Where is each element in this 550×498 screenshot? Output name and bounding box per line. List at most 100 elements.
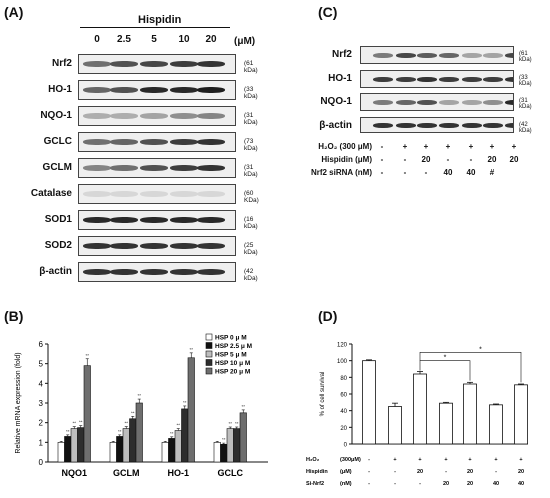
x-category-label: HO-1 bbox=[167, 468, 189, 478]
condition-value: 20 bbox=[467, 481, 473, 487]
panel-d-chart: 0 20 40 60 80 100 120 % of cell survival * * H₂O₂ (… bbox=[306, 343, 528, 487]
panel-b-chart: 0 1 2 3 4 5 6 Relative mRNA expression (fold) **… bbox=[15, 333, 268, 478]
condition-value: - bbox=[495, 469, 497, 475]
condition-unit: (300μM) bbox=[340, 457, 361, 463]
bar bbox=[161, 442, 169, 463]
bar bbox=[514, 384, 528, 445]
dose-label: 2.5 bbox=[117, 34, 131, 45]
bar bbox=[64, 436, 72, 463]
blot-kda-label: (25 kDa) bbox=[244, 242, 258, 256]
blot-band bbox=[110, 165, 138, 171]
blot-band bbox=[439, 77, 459, 82]
panel-a-treatment-line bbox=[80, 27, 230, 28]
significance-mark: ** bbox=[241, 404, 245, 409]
blot-band bbox=[417, 123, 437, 128]
blot-band bbox=[505, 77, 513, 82]
blot-strip bbox=[360, 46, 514, 64]
condition-value: 40 bbox=[518, 481, 524, 487]
panel-a-dose-row: 0 2.5 5 10 20 bbox=[78, 34, 228, 48]
blot-band bbox=[197, 165, 225, 171]
blot-band bbox=[505, 100, 513, 105]
dose-label: 10 bbox=[178, 34, 190, 45]
blot-row-label: SOD2 bbox=[44, 240, 72, 251]
blot-row-label: HO-1 bbox=[48, 84, 72, 95]
significance-mark: ** bbox=[222, 437, 226, 442]
y-tick-label: 40 bbox=[340, 409, 347, 415]
blot-band bbox=[197, 61, 225, 67]
blot-strip bbox=[360, 117, 514, 133]
blot-band bbox=[462, 123, 482, 128]
condition-value: - bbox=[380, 142, 384, 151]
blot-band bbox=[417, 100, 437, 105]
blot-row-label: Catalase bbox=[30, 188, 72, 199]
blot-band bbox=[140, 191, 168, 197]
blot-band bbox=[483, 123, 503, 128]
panel-a-unit: (μM) bbox=[234, 36, 256, 47]
y-tick-label: 20 bbox=[340, 426, 347, 432]
condition-label: Nrf2 siRNA (nM) bbox=[310, 168, 372, 177]
significance-mark: ** bbox=[131, 410, 135, 415]
blot-band bbox=[439, 53, 459, 58]
blot-band bbox=[110, 269, 138, 275]
significance-mark: ** bbox=[170, 431, 174, 436]
bar bbox=[129, 418, 137, 463]
blot-band bbox=[197, 269, 225, 275]
blot-band bbox=[110, 61, 138, 67]
blot-row-label: NQO-1 bbox=[40, 110, 72, 121]
bar bbox=[57, 442, 65, 463]
blot-band bbox=[505, 53, 513, 58]
blot-row-label: NQO-1 bbox=[320, 96, 352, 107]
blot-strip bbox=[78, 236, 236, 256]
blot-row-label: Nrf2 bbox=[51, 58, 72, 69]
condition-value: 40 bbox=[493, 481, 499, 487]
significance-mark: ** bbox=[124, 421, 128, 426]
blot-strip bbox=[78, 184, 236, 204]
bar bbox=[109, 442, 117, 463]
bar bbox=[122, 428, 130, 463]
condition-value: + bbox=[444, 457, 447, 463]
blot-band bbox=[140, 61, 168, 67]
significance-mark: ** bbox=[118, 429, 122, 434]
blot-band bbox=[140, 243, 168, 249]
blot-kda-label: (31 kDa) bbox=[244, 112, 258, 126]
condition-value: 20 bbox=[421, 155, 431, 164]
blot-band bbox=[197, 243, 225, 249]
blot-band bbox=[83, 113, 111, 119]
blot-strip bbox=[78, 158, 236, 178]
significance-bracket bbox=[419, 352, 522, 383]
blot-band bbox=[83, 191, 111, 197]
condition-label: Si-Nrf2 bbox=[306, 481, 324, 487]
y-tick-label: 5 bbox=[39, 360, 44, 369]
blot-band bbox=[396, 100, 416, 105]
blot-band bbox=[396, 53, 416, 58]
significance-mark: ** bbox=[79, 420, 83, 425]
y-axis-label: Relative mRNA expression (fold) bbox=[15, 352, 22, 453]
blot-kda-label: (42 kDa) bbox=[519, 122, 532, 134]
condition-value: - bbox=[394, 469, 396, 475]
y-tick-label: 120 bbox=[337, 343, 348, 349]
blot-band bbox=[170, 243, 198, 249]
condition-label: Hispidin bbox=[306, 469, 328, 475]
condition-value: 20 bbox=[518, 469, 524, 475]
blot-band bbox=[140, 217, 168, 223]
bar bbox=[187, 357, 195, 463]
legend-label: HSP 20 μ M bbox=[215, 369, 250, 376]
y-tick-label: 0 bbox=[39, 458, 44, 467]
condition-value: + bbox=[445, 142, 451, 151]
condition-value: + bbox=[494, 457, 497, 463]
blot-band bbox=[83, 87, 111, 93]
blot-band bbox=[439, 123, 459, 128]
legend-swatch bbox=[205, 359, 213, 366]
condition-label: H₂O₂ bbox=[306, 457, 320, 463]
y-tick-label: 2 bbox=[39, 419, 44, 428]
condition-value: + bbox=[519, 457, 522, 463]
legend-swatch bbox=[205, 350, 213, 358]
legend-swatch bbox=[205, 367, 213, 375]
blot-row-label: Nrf2 bbox=[331, 49, 352, 60]
bar bbox=[239, 412, 247, 463]
significance-mark: ** bbox=[137, 393, 141, 398]
bar bbox=[181, 408, 189, 463]
dose-label: 5 bbox=[151, 34, 157, 45]
blot-band bbox=[110, 243, 138, 249]
bar bbox=[226, 428, 234, 463]
